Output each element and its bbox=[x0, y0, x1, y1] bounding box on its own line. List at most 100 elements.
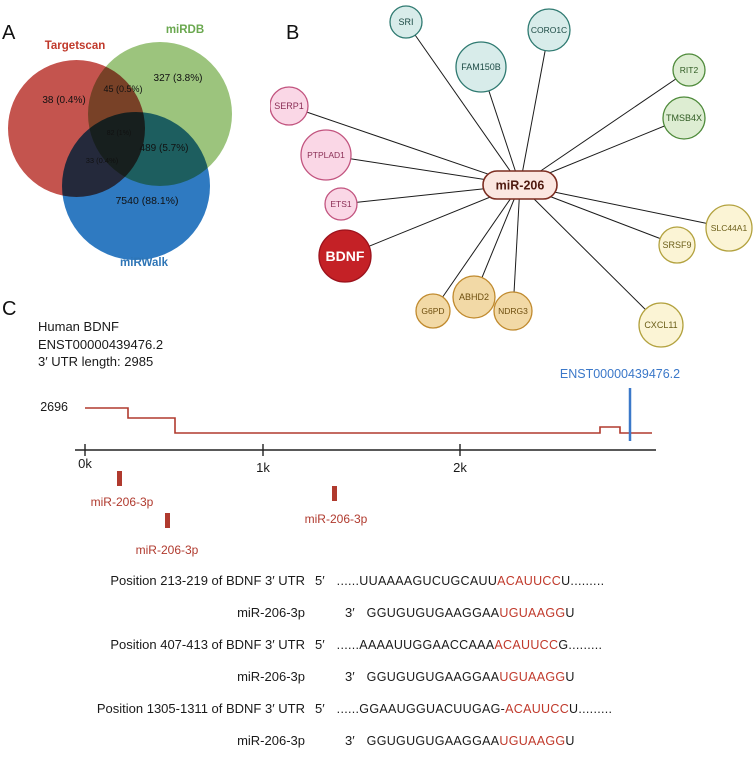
network-edge bbox=[512, 184, 521, 312]
venn-value-targetscan-mirdb: 45 (0.5%) bbox=[103, 84, 143, 94]
network-node-label: BDNF bbox=[326, 248, 365, 264]
seq-post: G......... bbox=[558, 638, 603, 652]
venn-value-targetscan-only: 38 (0.4%) bbox=[42, 95, 86, 106]
network-node-label: SERP1 bbox=[274, 101, 304, 111]
prime-label: 3′ bbox=[345, 605, 355, 620]
alignment-2-mirna-row: miR-206-3p 3′ GGUGUGUGAAGGAAUGUAAGGU bbox=[0, 661, 756, 693]
prime-label: 3′ bbox=[345, 733, 355, 748]
network-center-label: miR-206 bbox=[496, 178, 545, 192]
network-edge bbox=[519, 29, 550, 186]
gene-info-name: Human BDNF bbox=[38, 319, 119, 334]
binding-site-label-3: miR-206-3p bbox=[305, 512, 368, 526]
seq-pre: ......AAAAUUGGAACCAAA bbox=[336, 638, 495, 652]
binding-site-marker-3 bbox=[332, 486, 337, 501]
venn-set-label-targetscan: Targetscan bbox=[44, 40, 106, 52]
venn-circle-mirwalk bbox=[62, 112, 210, 260]
network-node-label: SRSF9 bbox=[662, 240, 691, 250]
venn-value-mirdb-only: 327 (3.8%) bbox=[153, 73, 203, 84]
network-edge bbox=[432, 184, 521, 312]
target-sequence: ......GGAAUGGUACUUGAG-ACAUUCCU......... bbox=[337, 693, 613, 725]
axis-tick-label-0k: 0k bbox=[78, 456, 92, 471]
mirna-sequence: GGUGUGUGAAGGAAUGUAAGGU bbox=[367, 725, 575, 757]
mirna-name-label: miR-206-3p bbox=[237, 605, 305, 620]
venn-set-label-mirdb: miRDB bbox=[165, 24, 205, 36]
axis-tick-label-1k: 1k bbox=[256, 460, 270, 475]
network-node-g6pd bbox=[415, 293, 451, 329]
seed-match: ACAUUCC bbox=[497, 574, 562, 588]
gene-info-transcript: ENST00000439476.2 bbox=[38, 336, 164, 352]
mirna-sequence: GGUGUGUGAAGGAAUGUAAGGU bbox=[367, 661, 575, 693]
seed-match: UGUAAGG bbox=[499, 606, 566, 620]
network-node-serp1 bbox=[270, 86, 309, 126]
seq-post: U......... bbox=[561, 574, 605, 588]
network-node-ets1 bbox=[324, 187, 358, 221]
network-node-label: CORO1C bbox=[531, 25, 567, 35]
target-sequence: ......AAAAUUGGAACCAAAACAUUCCG......... bbox=[337, 629, 603, 661]
network-node-sri bbox=[389, 5, 423, 39]
alignment-2-target-row: Position 407-413 of BDNF 3′ UTR 5′ .....… bbox=[0, 629, 756, 661]
seq-pre: ......GGAAUGGUACUUGAG- bbox=[336, 702, 506, 716]
binding-site-marker-2 bbox=[165, 513, 170, 528]
network-node-label: TMSB4X bbox=[666, 113, 702, 123]
binding-site-marker-1 bbox=[117, 471, 122, 486]
alignment-position-label: Position 213-219 of BDNF 3′ UTR bbox=[110, 573, 305, 588]
seq-pre: GGUGUGUGAAGGAA bbox=[366, 734, 500, 748]
network-node-label: CXCL11 bbox=[644, 320, 677, 330]
network-edge bbox=[288, 105, 521, 186]
network-node-label: FAM150B bbox=[461, 62, 501, 72]
network-node-abhd2 bbox=[452, 275, 496, 319]
binding-site-label-1: miR-206-3p bbox=[91, 495, 154, 509]
network-node-label: SLC44A1 bbox=[711, 223, 748, 233]
target-sequence: ......UUAAAAGUCUGCAUUACAUUCCU......... bbox=[337, 565, 605, 597]
network-node-srsf9 bbox=[658, 226, 696, 264]
venn-value-mirwalk-only: 7540 (88.1%) bbox=[115, 195, 179, 207]
venn-value-mirdb-mirwalk: 489 (5.7%) bbox=[139, 143, 189, 154]
network-node-label: G6PD bbox=[421, 306, 444, 316]
network-node-bdnf bbox=[318, 229, 372, 283]
binding-site-label-2: miR-206-3p bbox=[136, 543, 199, 557]
panel-c-letter: C bbox=[2, 298, 17, 320]
alignments: Position 213-219 of BDNF 3′ UTR 5′ .....… bbox=[0, 565, 756, 757]
network-node-label: PTPLAD1 bbox=[307, 150, 345, 160]
axis-tick-label-2k: 2k bbox=[453, 460, 467, 475]
venn-value-center: 82 (1%) bbox=[106, 130, 132, 137]
network-edge bbox=[519, 69, 690, 186]
network-node-ndrg3 bbox=[493, 291, 533, 331]
network-node-label: RIT2 bbox=[680, 65, 699, 75]
seed-match: UGUAAGG bbox=[499, 734, 566, 748]
venn-value-targetscan-mirwalk: 33 (0.4%) bbox=[85, 156, 119, 165]
gene-info: Human BDNF ENST00000439476.2 3′ UTR leng… bbox=[38, 318, 163, 371]
seq-pre: ......UUAAAAGUCUGCAUU bbox=[336, 574, 498, 588]
prime-label: 3′ bbox=[345, 669, 355, 684]
prime-label: 5′ bbox=[315, 701, 325, 716]
network-node-label: NDRG3 bbox=[498, 306, 528, 316]
seq-pre: GGUGUGUGAAGGAA bbox=[366, 606, 500, 620]
track-start-value: 2696 bbox=[40, 400, 68, 414]
panel-b-letter: B bbox=[286, 22, 300, 44]
network-edge bbox=[519, 184, 662, 326]
seq-pre: GGUGUGUGAAGGAA bbox=[366, 670, 500, 684]
network-node-slc44a1 bbox=[705, 204, 753, 252]
network-node-label: SRI bbox=[398, 17, 413, 27]
network-node-fam150b bbox=[455, 41, 507, 93]
network-node-rit2 bbox=[672, 53, 706, 87]
coverage-line bbox=[85, 407, 652, 434]
network-node-coro1c bbox=[527, 8, 571, 52]
seed-match: ACAUUCC bbox=[494, 638, 559, 652]
alignment-position-label: Position 407-413 of BDNF 3′ UTR bbox=[110, 637, 305, 652]
venn-set-label-mirwalk: miRWalk bbox=[120, 257, 168, 269]
venn-diagram: Targetscan miRDB miRWalk 38 (0.4%) 327 (… bbox=[0, 0, 270, 300]
seq-post: U bbox=[565, 670, 575, 684]
seq-post: U......... bbox=[569, 702, 613, 716]
alignment-1-target-row: Position 213-219 of BDNF 3′ UTR 5′ .....… bbox=[0, 565, 756, 597]
network-node-label: ABHD2 bbox=[459, 292, 489, 302]
alignment-1-mirna-row: miR-206-3p 3′ GGUGUGUGAAGGAAUGUAAGGU bbox=[0, 597, 756, 629]
gene-info-utr-length: 3′ UTR length: 2985 bbox=[38, 354, 154, 369]
mirna-name-label: miR-206-3p bbox=[237, 669, 305, 684]
network-edge bbox=[405, 21, 521, 186]
mirna-sequence: GGUGUGUGAAGGAAUGUAAGGU bbox=[367, 597, 575, 629]
alignment-3-target-row: Position 1305-1311 of BDNF 3′ UTR 5′ ...… bbox=[0, 693, 756, 725]
seq-post: U bbox=[565, 606, 575, 620]
mirna-name-label: miR-206-3p bbox=[237, 733, 305, 748]
seed-match: ACAUUCC bbox=[505, 702, 570, 716]
